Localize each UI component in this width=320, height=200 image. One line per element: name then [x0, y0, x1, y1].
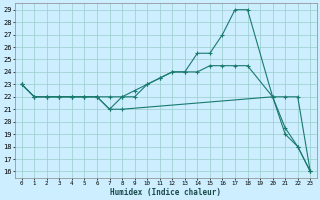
X-axis label: Humidex (Indice chaleur): Humidex (Indice chaleur) — [110, 188, 221, 197]
